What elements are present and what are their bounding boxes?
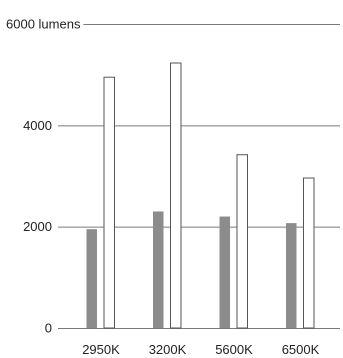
bar-series-2 (236, 154, 248, 329)
bar-series-2 (170, 62, 182, 329)
x-tick-label: 6500K (282, 342, 320, 357)
x-tick-label: 2950K (82, 342, 120, 357)
y-tick-label: 4000 (23, 118, 52, 133)
bar-series-2 (303, 177, 315, 329)
bar-series-1 (86, 229, 97, 328)
x-tick-label: 3200K (149, 342, 187, 357)
bar-series-1 (219, 216, 230, 328)
bars-layer (86, 62, 315, 329)
bar-series-2 (103, 76, 115, 329)
labels-layer: 0 2000 4000 6000 lumens 2950K 3200K 5600K 6500K (6, 17, 320, 358)
y-tick-label: 6000 lumens (6, 17, 81, 32)
grid-layer (58, 24, 340, 329)
y-tick-label: 2000 (23, 219, 52, 234)
bar-series-1 (153, 211, 164, 328)
x-tick-label: 5600K (215, 342, 253, 357)
bar-series-1 (286, 223, 297, 328)
y-tick-label: 0 (45, 321, 52, 336)
